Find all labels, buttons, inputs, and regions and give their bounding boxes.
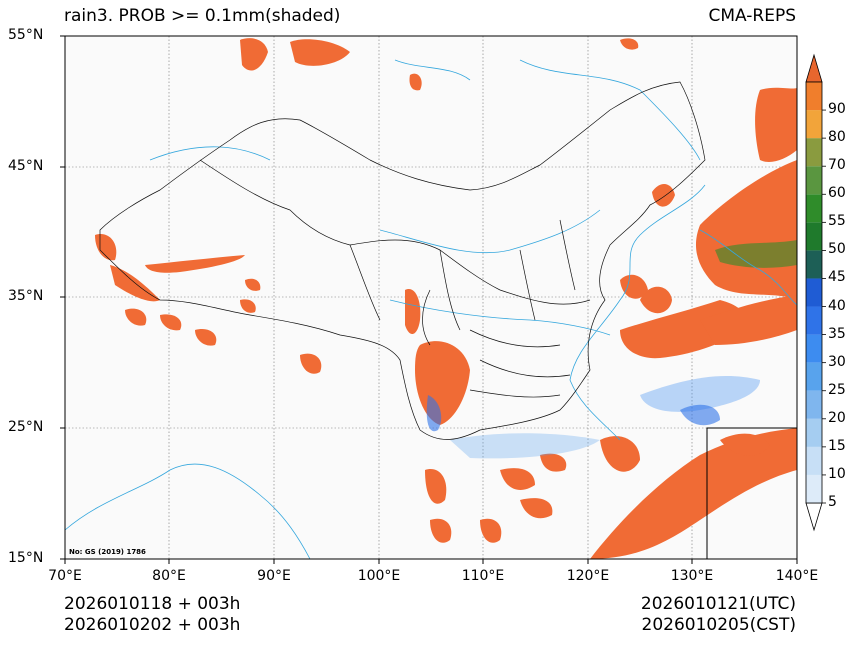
valid-time-cst: 2026010205(CST) [641, 615, 796, 635]
colorbar-bin [806, 362, 822, 391]
lat-label: 35°N [8, 288, 44, 304]
rivers-and-coast [64, 59, 798, 560]
axis-ticks [60, 35, 798, 564]
colorbar-level-label: 60 [828, 185, 846, 202]
lon-label: 90°E [257, 568, 291, 584]
chart-title: rain3. PROB >= 0.1mm(shaded) [64, 6, 341, 26]
colorbar-level-label: 5 [828, 494, 837, 510]
lon-label: 110°E [461, 568, 505, 584]
init-time: 2026010118 + 003h 2026010202 + 003h [64, 594, 240, 636]
colorbar-level-label: 80 [828, 129, 846, 146]
colorbar-level-label: 35 [828, 325, 846, 342]
colorbar-bin [806, 82, 822, 111]
colorbar-bin [806, 418, 822, 447]
init-time-cst: 2026010202 + 003h [64, 615, 241, 635]
colorbar-bin [806, 138, 822, 167]
lon-label: 140°E [775, 568, 819, 584]
lat-label: 25°N [8, 419, 44, 435]
colorbar-level-label: 30 [828, 353, 846, 370]
lat-label: 55°N [8, 27, 44, 43]
colorbar-level-label: 15 [828, 437, 846, 454]
colorbar-bin [806, 166, 822, 195]
lon-label: 120°E [566, 568, 610, 584]
colorbar [805, 53, 826, 532]
graticule [65, 36, 797, 559]
valid-time: 2026010121(UTC) 2026010205(CST) [641, 594, 796, 636]
init-time-utc: 2026010118 + 003h [64, 594, 241, 614]
colorbar-level-label: 25 [828, 381, 846, 398]
south-sea-inset [706, 427, 798, 560]
colorbar-bin [806, 390, 822, 419]
colorbar-level-label: 70 [828, 157, 846, 174]
colorbar-level-label: 20 [828, 409, 846, 426]
colorbar-bin [806, 250, 822, 279]
colorbar-extend-low [805, 502, 823, 532]
colorbar-extend-high [805, 53, 823, 83]
colorbar-level-label: 40 [828, 297, 846, 314]
colorbar-frame [805, 81, 823, 504]
lat-label: 15°N [8, 550, 44, 566]
probability-shading [95, 38, 797, 559]
lon-label: 100°E [357, 568, 401, 584]
model-name: CMA-REPS [708, 6, 796, 26]
map-note: No: GS (2019) 1786 [69, 548, 146, 556]
colorbar-bin [806, 474, 822, 503]
colorbar-level-label: 90 [828, 101, 846, 118]
colorbar-level-label: 55 [828, 213, 846, 230]
province-borders [99, 81, 706, 440]
lon-label: 130°E [670, 568, 714, 584]
colorbar-bin [806, 110, 822, 139]
colorbar-bin [806, 334, 822, 363]
colorbar-bin [806, 222, 822, 251]
colorbar-level-label: 50 [828, 241, 846, 258]
lon-label: 80°E [152, 568, 186, 584]
colorbar-bin [806, 278, 822, 307]
colorbar-level-label: 10 [828, 465, 846, 482]
colorbar-level-label: 45 [828, 269, 846, 286]
colorbar-bin [806, 446, 822, 475]
colorbar-bin [806, 194, 822, 223]
valid-time-utc: 2026010121(UTC) [640, 594, 796, 614]
lat-label: 45°N [8, 158, 44, 174]
lon-label: 70°E [48, 568, 82, 584]
colorbar-bin [806, 306, 822, 335]
